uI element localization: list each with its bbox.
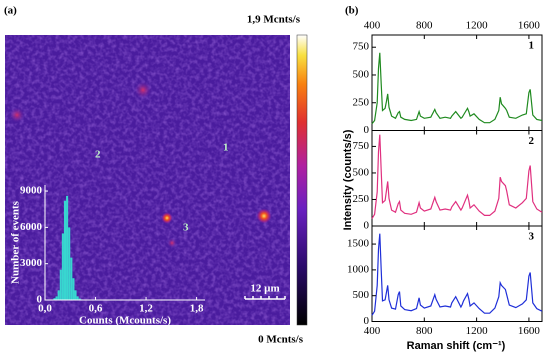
x-tick-label: 1200 <box>466 325 489 337</box>
y-tick-label: 1000 <box>347 263 370 275</box>
histogram-bar <box>68 227 71 300</box>
x-tick-label: 1,2 <box>139 303 153 315</box>
histogram-bar <box>66 195 69 300</box>
histogram-bar <box>76 296 79 300</box>
histogram-bar <box>61 233 64 300</box>
scale-bar-label: 12 µm <box>250 283 279 295</box>
x-tick-label: 1200 <box>466 20 489 32</box>
y-tick-label: 0 <box>364 124 370 136</box>
spectrum-line <box>371 233 543 316</box>
y-tick-label: 0 <box>364 315 370 327</box>
plot-frame <box>371 34 543 131</box>
histogram-bar <box>74 290 77 300</box>
x-tick-label: 1,8 <box>190 303 204 315</box>
y-tick-label: 750 <box>353 41 370 53</box>
y-tick-label: 0 <box>37 294 43 306</box>
y-tick-label: 500 <box>353 166 370 178</box>
x-tick-label: 400 <box>364 20 381 32</box>
y-tick-label: 500 <box>353 289 370 301</box>
x-tick-label: 0,6 <box>89 303 103 315</box>
fluorescence-map <box>5 35 290 325</box>
histogram-bar <box>57 290 60 300</box>
x-tick-label: 1600 <box>518 325 541 337</box>
spectrum-label: 1 <box>529 40 535 52</box>
colorbar <box>296 34 308 326</box>
panel-label: (a) <box>4 5 17 17</box>
y-tick-label: 6000 <box>20 221 43 233</box>
x-tick-label: 400 <box>364 325 381 337</box>
y-tick-label: 0 <box>364 220 370 232</box>
histogram-bar <box>59 269 62 300</box>
x-tick-label: 800 <box>416 325 433 337</box>
y-tick-label: 750 <box>353 140 370 152</box>
scale-bar <box>244 296 286 300</box>
y-tick-label: 9000 <box>20 185 43 197</box>
plot-frame <box>371 225 543 322</box>
map-annotation: 3 <box>183 222 189 234</box>
y-tick-label: 1500 <box>347 238 370 250</box>
y-tick-label: 3000 <box>20 257 43 269</box>
x-tick-label: 800 <box>416 20 433 32</box>
x-tick-label: 0,0 <box>38 303 52 315</box>
y-axis-label: Number of events <box>10 200 22 284</box>
y-tick-label: 500 <box>353 69 370 81</box>
map-annotation: 2 <box>95 149 101 161</box>
histogram-bar <box>72 278 75 300</box>
spectrum-label: 2 <box>529 135 535 147</box>
spectrum-line <box>371 52 543 125</box>
x-tick-label: 1600 <box>518 20 541 32</box>
histogram-bar <box>55 296 58 300</box>
map-annotation: 1 <box>223 142 229 154</box>
y-axis-label: Intensity (counts/s) <box>342 129 354 230</box>
histogram-bar <box>63 200 67 300</box>
spectrum-line <box>371 134 543 219</box>
y-tick-label: 250 <box>353 96 370 108</box>
histogram-bar <box>70 257 73 300</box>
plot-frame <box>371 130 543 227</box>
colorbar-min: 0 Mcnts/s <box>258 334 304 346</box>
y-tick-label: 250 <box>353 193 370 205</box>
spectrum-label: 3 <box>529 231 535 243</box>
panel-label: (b) <box>345 5 359 17</box>
histogram-bar <box>78 298 81 300</box>
x-axis-label: Raman shift (cm⁻¹) <box>407 340 506 352</box>
histogram-bar <box>53 298 56 300</box>
colorbar-max: 1,9 Mcnts/s <box>247 14 301 26</box>
x-axis-label: Counts (Mcounts/s) <box>79 315 171 327</box>
